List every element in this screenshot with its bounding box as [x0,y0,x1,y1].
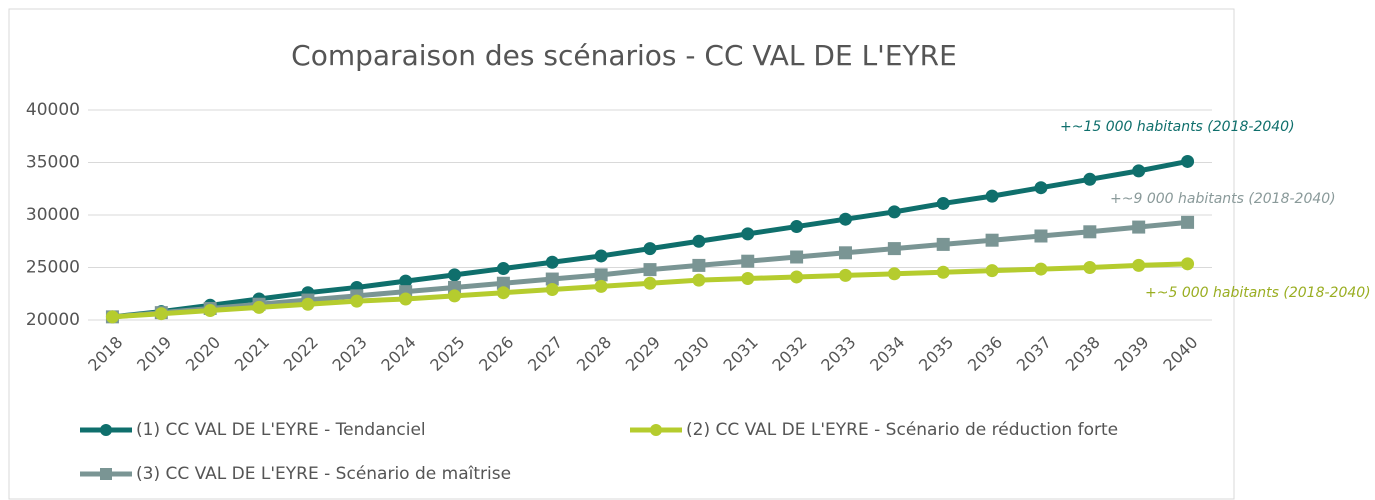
point [1034,262,1048,276]
point [936,237,950,251]
y-tick-label: 40000 [26,100,80,120]
point [985,233,999,247]
point [1083,261,1097,274]
point [1132,220,1146,234]
point [154,307,168,321]
chart-title: Comparaison des scénarios - CC VAL DE L'… [291,39,957,72]
legend-label: (2) CC VAL DE L'EYRE - Scénario de réduc… [686,420,1118,440]
point [790,270,804,284]
legend-marker [100,468,112,480]
point [1132,258,1146,272]
point [985,189,999,203]
annotation: +~9 000 habitants (2018-2040) [1110,191,1336,207]
y-tick-label: 35000 [26,153,80,173]
y-tick-label: 25000 [26,258,80,278]
legend-label: (3) CC VAL DE L'EYRE - Scénario de maîtr… [136,464,511,484]
point [838,246,852,260]
point [643,263,657,277]
point [545,255,559,269]
point [1132,164,1146,178]
legend-marker [100,424,112,436]
legend-label: (1) CC VAL DE L'EYRE - Tendanciel [136,420,426,440]
point [887,242,901,256]
y-tick-label: 30000 [26,205,80,225]
point [594,279,608,293]
point [496,276,510,290]
point [936,196,950,210]
point [545,283,559,297]
point [545,272,559,286]
point [203,304,217,318]
point [1034,181,1048,195]
point [594,268,608,282]
point [692,258,706,272]
point [1181,215,1195,229]
point [448,268,462,282]
point [252,300,266,314]
legend-marker [650,424,662,436]
point [643,242,657,256]
point [790,220,804,234]
point [1034,229,1048,243]
point [692,273,706,287]
point [741,227,755,241]
point [496,286,510,300]
point [448,289,462,303]
point [1083,225,1097,239]
point [741,254,755,268]
point [594,249,608,263]
point [790,250,804,264]
point [887,267,901,281]
y-tick-label: 20000 [26,310,80,330]
point [838,212,852,226]
point [1181,257,1195,271]
point [399,292,413,306]
point [741,272,755,286]
point [936,265,950,279]
point [1083,172,1097,186]
point [496,262,510,276]
point [692,234,706,248]
point [301,297,315,311]
point [887,205,901,219]
point [1181,154,1195,168]
point [838,268,852,282]
annotation: +~5 000 habitants (2018-2040) [1145,285,1371,301]
point [643,276,657,290]
annotation: +~15 000 habitants (2018-2040) [1060,119,1295,135]
point [105,310,119,324]
point [985,264,999,278]
point [350,294,364,308]
point [399,274,413,288]
